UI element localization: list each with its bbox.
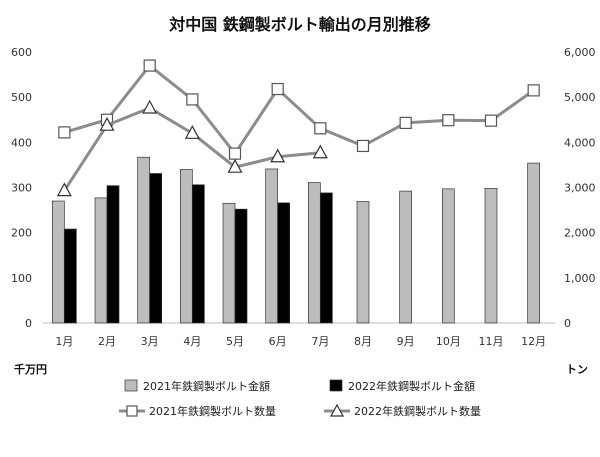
line-point-triangle — [227, 158, 243, 173]
line-point-square — [356, 139, 370, 153]
line-point-square — [484, 114, 498, 127]
legend-marker-square — [126, 405, 138, 417]
line-point-square — [228, 147, 242, 160]
bar — [51, 200, 65, 324]
left-tick-label: 300 — [11, 182, 32, 195]
line-point-square — [271, 82, 284, 96]
bar — [441, 188, 455, 324]
right-tick-label: 1,000 — [564, 272, 596, 285]
bar — [484, 188, 498, 324]
x-tick-label: 5月 — [226, 335, 244, 348]
x-tick-label: 7月 — [311, 335, 329, 348]
chart-title: 対中国 鉄鋼製ボルト輸出の月別推移 — [168, 15, 431, 34]
bar — [137, 156, 151, 324]
left-tick-label: 200 — [11, 227, 32, 240]
left-tick-label: 600 — [11, 46, 32, 59]
bar — [356, 201, 370, 324]
x-tick-label: 4月 — [183, 335, 201, 348]
left-tick-label: 500 — [11, 91, 32, 104]
bar — [63, 228, 77, 324]
bar — [94, 197, 108, 324]
legend: 2021年鉄鋼製ボルト金額 2022年鉄鋼製ボルト金額 2021年鉄鋼製ボルト数量 2… — [119, 379, 481, 418]
series-line — [63, 63, 535, 157]
line-point-square — [442, 114, 455, 127]
legend-label: 2022年鉄鋼製ボルト数量 — [354, 404, 481, 418]
x-tick-label: 1月 — [55, 335, 73, 348]
bar-series — [51, 156, 541, 324]
line-point-triangle — [312, 144, 328, 159]
legend-marker-triangle — [329, 403, 345, 417]
line-point-triangle — [270, 148, 286, 163]
line-point-square — [143, 59, 156, 72]
line-point-triangle — [142, 99, 158, 114]
line-point-triangle — [184, 125, 200, 139]
bar — [149, 173, 163, 324]
left-tick-label: 400 — [11, 136, 32, 149]
bar — [527, 162, 541, 324]
bar — [265, 168, 279, 324]
bar — [319, 192, 333, 324]
right-tick-label: 0 — [564, 317, 571, 330]
right-tick-label: 5,000 — [564, 91, 596, 104]
bar — [399, 190, 413, 324]
line-point-square — [527, 84, 540, 97]
bar — [191, 184, 205, 324]
bar — [222, 202, 236, 324]
right-tick-label: 4,000 — [564, 136, 596, 149]
bar — [179, 169, 193, 324]
bar — [106, 185, 120, 324]
right-tick-label: 6,000 — [564, 46, 596, 59]
x-tick-label: 2月 — [98, 335, 116, 348]
x-tick-label: 9月 — [397, 335, 415, 348]
left-tick-label: 100 — [11, 272, 32, 285]
right-tick-label: 3,000 — [564, 182, 596, 195]
line-point-triangle — [56, 182, 72, 197]
right-axis-unit: トン — [566, 363, 588, 376]
left-axis-unit: 千万円 — [14, 362, 47, 376]
x-tick-label: 8月 — [354, 335, 372, 348]
x-tick-label: 12月 — [521, 335, 546, 348]
legend-label: 2022年鉄鋼製ボルト金額 — [348, 379, 475, 393]
x-tick-label: 6月 — [269, 335, 287, 348]
bar — [277, 202, 291, 324]
legend-swatch-bar — [124, 379, 138, 392]
line-point-triangle — [99, 116, 115, 131]
left-tick-label: 0 — [25, 317, 32, 330]
x-tick-label: 3月 — [141, 335, 159, 348]
axes: 0 100 200 300 400 500 600 0 1,000 2,000 3,000 4,000… — [11, 46, 596, 348]
line-point-square — [399, 116, 412, 130]
line-point-square — [314, 122, 327, 135]
line-point-square — [186, 93, 199, 106]
legend-label: 2021年鉄鋼製ボルト金額 — [143, 379, 270, 393]
x-tick-label: 11月 — [479, 335, 504, 348]
legend-label: 2021年鉄鋼製ボルト数量 — [149, 404, 276, 418]
line-point-square — [58, 126, 71, 139]
legend-swatch-bar — [329, 379, 343, 392]
right-tick-label: 2,000 — [564, 227, 596, 240]
x-tick-label: 10月 — [436, 335, 461, 348]
bar — [234, 208, 248, 324]
bar — [307, 182, 321, 324]
line-series — [56, 59, 540, 197]
